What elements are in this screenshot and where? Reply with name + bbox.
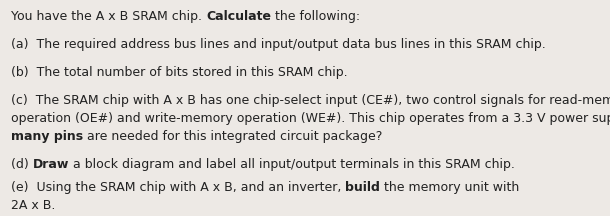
Text: You have the A x B SRAM chip.: You have the A x B SRAM chip. — [11, 10, 206, 23]
Text: (d): (d) — [11, 158, 33, 171]
Text: (c)  The SRAM chip with A x B has one chip-select input (CE#), two control signa: (c) The SRAM chip with A x B has one chi… — [11, 94, 610, 107]
Text: are needed for this integrated circuit package?: are needed for this integrated circuit p… — [83, 130, 382, 143]
Text: many pins: many pins — [11, 130, 83, 143]
Text: Draw: Draw — [33, 158, 69, 171]
Text: Calculate: Calculate — [206, 10, 271, 23]
Text: build: build — [345, 181, 380, 194]
Text: the following:: the following: — [271, 10, 360, 23]
Text: a block diagram and label all input/output terminals in this SRAM chip.: a block diagram and label all input/outp… — [69, 158, 515, 171]
Text: (a)  The required address bus lines and input/output data bus lines in this SRAM: (a) The required address bus lines and i… — [11, 38, 546, 51]
Text: (b)  The total number of bits stored in this SRAM chip.: (b) The total number of bits stored in t… — [11, 66, 348, 79]
Text: 2A x B.: 2A x B. — [11, 199, 56, 212]
Text: (e)  Using the SRAM chip with A x B, and an inverter,: (e) Using the SRAM chip with A x B, and … — [11, 181, 345, 194]
Text: the memory unit with: the memory unit with — [380, 181, 520, 194]
Text: operation (OE#) and write-memory operation (WE#). This chip operates from a 3.3 : operation (OE#) and write-memory operati… — [11, 112, 610, 125]
